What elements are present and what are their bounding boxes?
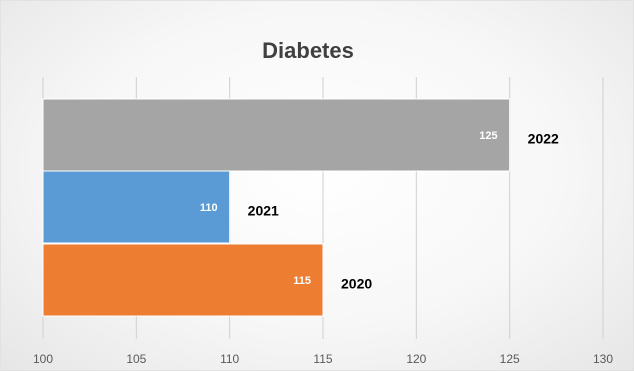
chart-title: Diabetes — [262, 38, 354, 63]
x-tick-label: 130 — [593, 352, 613, 366]
bar-2021 — [42, 170, 231, 244]
bars — [42, 98, 511, 317]
data-label-2020: 115 — [293, 275, 311, 287]
bar-2020 — [42, 243, 324, 317]
x-tick-label: 110 — [220, 352, 239, 366]
bar-2022 — [42, 98, 511, 172]
x-tick-label: 115 — [313, 352, 332, 366]
data-label-2022: 125 — [479, 130, 497, 142]
category-label-2022: 2022 — [528, 131, 559, 147]
x-tick-label: 125 — [500, 352, 520, 366]
x-tick-label: 105 — [126, 352, 146, 366]
data-label-2021: 110 — [200, 202, 218, 214]
category-label-2020: 2020 — [341, 276, 372, 292]
x-axis-ticks: 100 105 110 115 120 125 130 — [33, 352, 613, 366]
category-label-2021: 2021 — [248, 203, 279, 219]
x-tick-label: 120 — [406, 352, 426, 366]
x-tick-label: 100 — [33, 352, 53, 366]
labels: 125 2022 110 2021 115 2020 — [200, 130, 559, 292]
